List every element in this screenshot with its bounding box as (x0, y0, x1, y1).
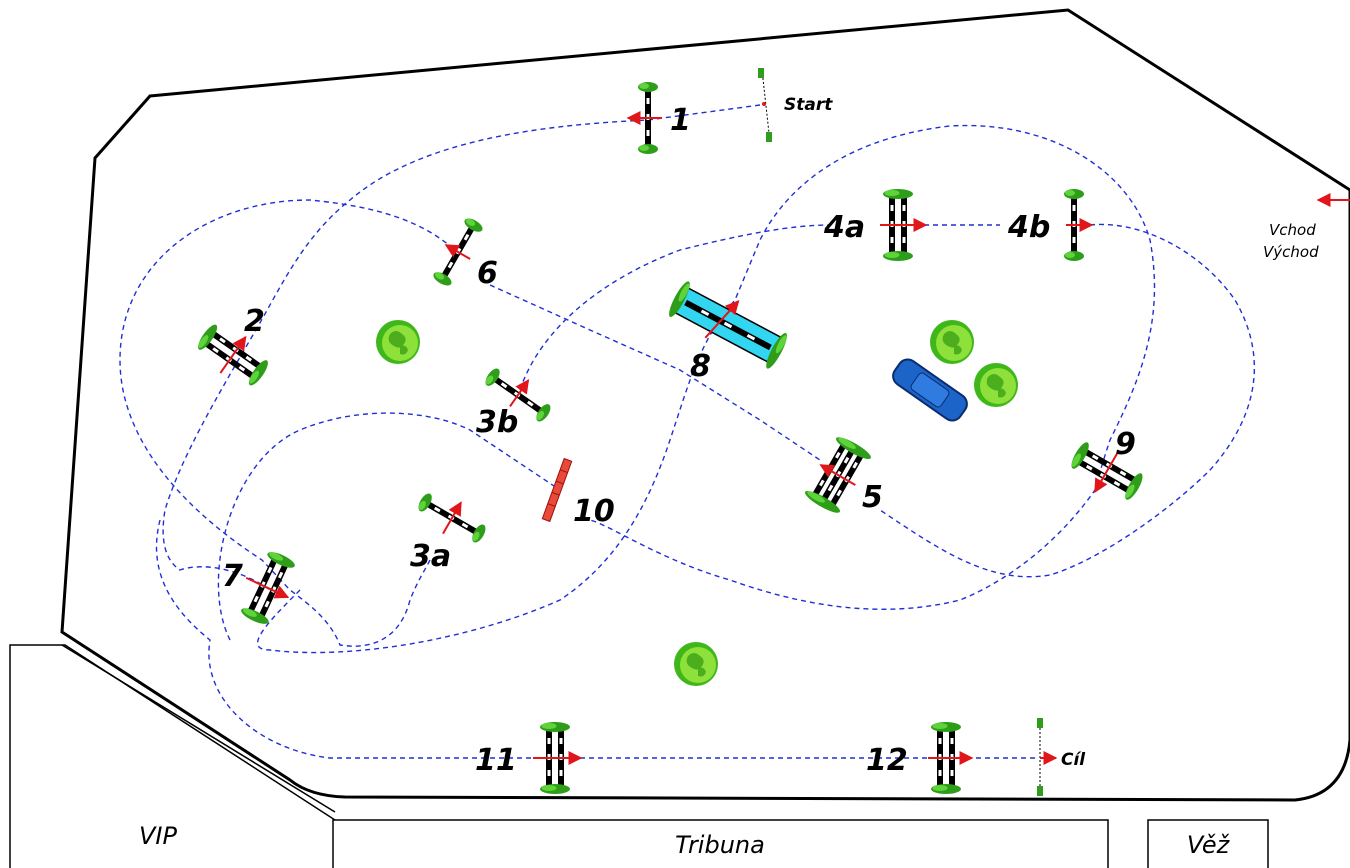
obstacle-label-9: 9 (1115, 427, 1136, 462)
finish-gate (1037, 718, 1058, 796)
obstacle-1 (626, 82, 662, 154)
obstacle-8 (665, 279, 791, 371)
finish-label: Cíl (1061, 750, 1086, 770)
obstacle-label-7: 7 (222, 559, 243, 594)
tree-icon (674, 642, 718, 686)
grandstand-label: Tribuna (675, 831, 765, 859)
obstacle-label-8: 8 (690, 349, 711, 384)
car-icon (892, 358, 968, 422)
tree-icon (930, 320, 974, 364)
obstacle-label-5: 5 (862, 480, 883, 515)
obstacle-10 (541, 457, 573, 523)
obstacle-12 (928, 722, 974, 794)
tower-area (1147, 819, 1269, 868)
obstacle-label-10: 10 (573, 494, 615, 529)
obstacle-label-4a: 4a (823, 210, 865, 245)
arena-boundary (60, 8, 1350, 802)
obstacle-3b (480, 360, 557, 428)
obstacle-label-11: 11 (475, 743, 517, 778)
tree-icon (974, 363, 1018, 407)
exit-label: Východ (1263, 243, 1319, 261)
obstacle-4b (1064, 189, 1094, 261)
obstacle-4a (880, 189, 928, 261)
start-gate (758, 68, 772, 143)
obstacle-label-6: 6 (477, 256, 498, 291)
obstacle-label-12: 12 (866, 743, 908, 778)
start-label: Start (784, 95, 833, 115)
obstacle-label-3a: 3a (410, 539, 451, 574)
obstacle-5 (803, 434, 874, 516)
obstacle-label-2: 2 (244, 304, 265, 339)
vip-label: VIP (139, 822, 177, 850)
grandstand-area (332, 819, 1109, 868)
tree-icon (376, 320, 420, 364)
obstacle-label-4b: 4b (1007, 210, 1050, 245)
obstacle-2 (191, 316, 275, 393)
obstacle-label-1: 1 (670, 103, 691, 138)
course-route (119, 104, 1255, 759)
obstacle-3a (412, 484, 492, 551)
obstacle-6 (428, 214, 488, 290)
vip-wall (61, 644, 336, 813)
obstacle-9 (1064, 432, 1150, 510)
entrance-label: Vchod (1269, 221, 1316, 239)
obstacle-label-3b: 3b (476, 405, 518, 440)
obstacle-7 (231, 545, 303, 630)
obstacle-11 (533, 722, 583, 794)
tower-label: Věž (1187, 831, 1231, 859)
